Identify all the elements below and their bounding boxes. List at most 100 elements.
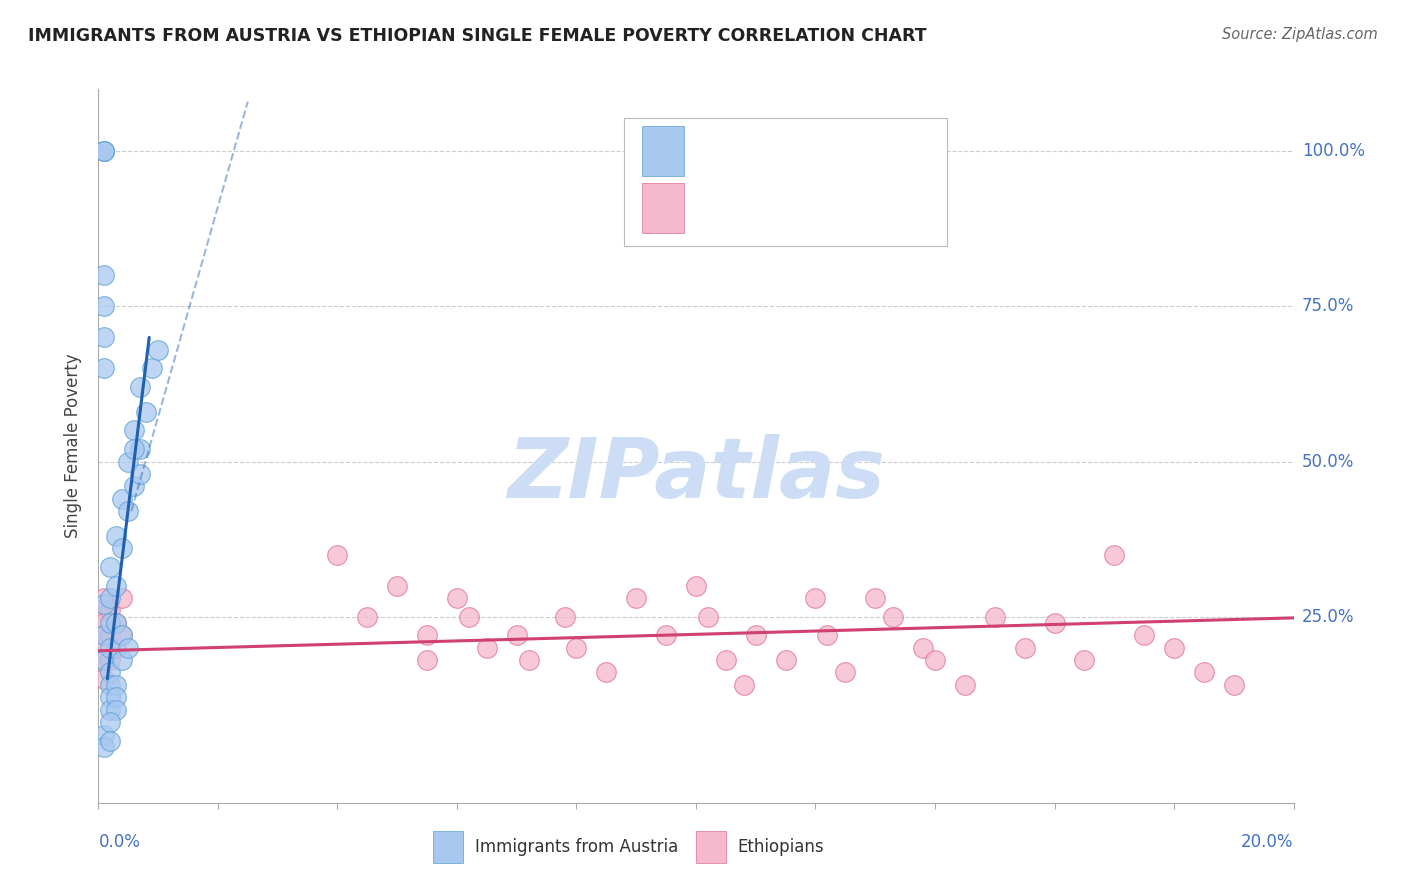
Point (98, 715, 122, 730)
Point (93, 330, 115, 344)
Point (98, 665, 122, 680)
Point (93, 653, 115, 667)
Point (117, 454, 139, 468)
Point (416, 653, 439, 667)
Point (93, 628, 115, 642)
Point (1014, 640, 1036, 655)
Point (745, 628, 768, 642)
Point (1043, 615, 1066, 630)
Point (595, 665, 617, 680)
Point (105, 640, 128, 655)
Point (124, 442, 146, 456)
Point (475, 640, 498, 655)
Point (148, 343, 170, 357)
Bar (643, 126, 683, 176)
Point (135, 405, 157, 419)
Point (93, 361, 115, 376)
Point (416, 628, 439, 642)
Point (98, 603, 122, 617)
Point (129, 380, 152, 394)
Text: 75.0%: 75.0% (1302, 297, 1354, 316)
Point (98, 653, 122, 667)
Point (385, 579, 409, 593)
Point (882, 609, 904, 624)
Point (98, 733, 122, 747)
Point (458, 609, 481, 624)
Point (93, 628, 115, 642)
Point (93, 597, 115, 611)
Point (446, 591, 468, 605)
Point (98, 703, 122, 717)
Point (105, 579, 128, 593)
Point (111, 541, 134, 556)
Point (506, 628, 529, 642)
Point (98, 678, 122, 692)
Point (1192, 665, 1215, 680)
Point (98, 690, 122, 705)
Text: ZIPatlas: ZIPatlas (508, 434, 884, 515)
Text: Immigrants from Austria: Immigrants from Austria (475, 838, 678, 856)
Point (105, 678, 128, 692)
Point (98, 640, 122, 655)
Point (93, 603, 115, 617)
Point (105, 615, 128, 630)
Point (1104, 548, 1126, 562)
Text: R = 0.101    N = 52: R = 0.101 N = 52 (696, 200, 887, 218)
Point (117, 640, 139, 655)
Point (93, 727, 115, 741)
Point (624, 591, 647, 605)
Point (565, 640, 588, 655)
Text: 0.0%: 0.0% (98, 833, 141, 851)
Point (117, 504, 139, 518)
Point (93, 615, 115, 630)
Point (93, 145, 115, 159)
Point (111, 653, 134, 667)
Point (815, 628, 838, 642)
Bar (696, 831, 725, 863)
Point (554, 609, 576, 624)
Point (911, 640, 934, 655)
Point (129, 442, 152, 456)
Point (93, 739, 115, 754)
Point (129, 467, 152, 481)
Point (983, 609, 1005, 624)
Point (141, 361, 163, 376)
Bar (624, 118, 946, 246)
Point (111, 491, 134, 506)
Point (98, 615, 122, 630)
Point (98, 560, 122, 574)
Point (105, 690, 128, 705)
Point (93, 591, 115, 605)
Point (93, 653, 115, 667)
Point (953, 678, 976, 692)
Point (111, 591, 134, 605)
Point (326, 548, 349, 562)
Point (697, 609, 720, 624)
Point (93, 640, 115, 655)
Point (804, 591, 827, 605)
Text: IMMIGRANTS FROM AUSTRIA VS ETHIOPIAN SINGLE FEMALE POVERTY CORRELATION CHART: IMMIGRANTS FROM AUSTRIA VS ETHIOPIAN SIN… (28, 27, 927, 45)
Text: R = 0.617    N = 44: R = 0.617 N = 44 (696, 142, 887, 160)
Point (124, 424, 146, 438)
Point (714, 653, 737, 667)
Point (517, 653, 540, 667)
Bar (433, 831, 463, 863)
Point (1133, 628, 1156, 642)
Point (93, 299, 115, 313)
Point (124, 479, 146, 493)
Point (685, 579, 707, 593)
Point (1223, 678, 1246, 692)
Point (93, 145, 115, 159)
Point (111, 628, 134, 642)
Point (93, 268, 115, 283)
Point (98, 628, 122, 642)
Text: 50.0%: 50.0% (1302, 452, 1354, 470)
Text: Source: ZipAtlas.com: Source: ZipAtlas.com (1222, 27, 1378, 42)
Point (105, 615, 128, 630)
Text: 25.0%: 25.0% (1302, 607, 1354, 625)
Bar (643, 184, 683, 234)
Text: 100.0%: 100.0% (1302, 142, 1365, 161)
Point (775, 653, 797, 667)
Point (111, 628, 134, 642)
Point (1163, 640, 1185, 655)
